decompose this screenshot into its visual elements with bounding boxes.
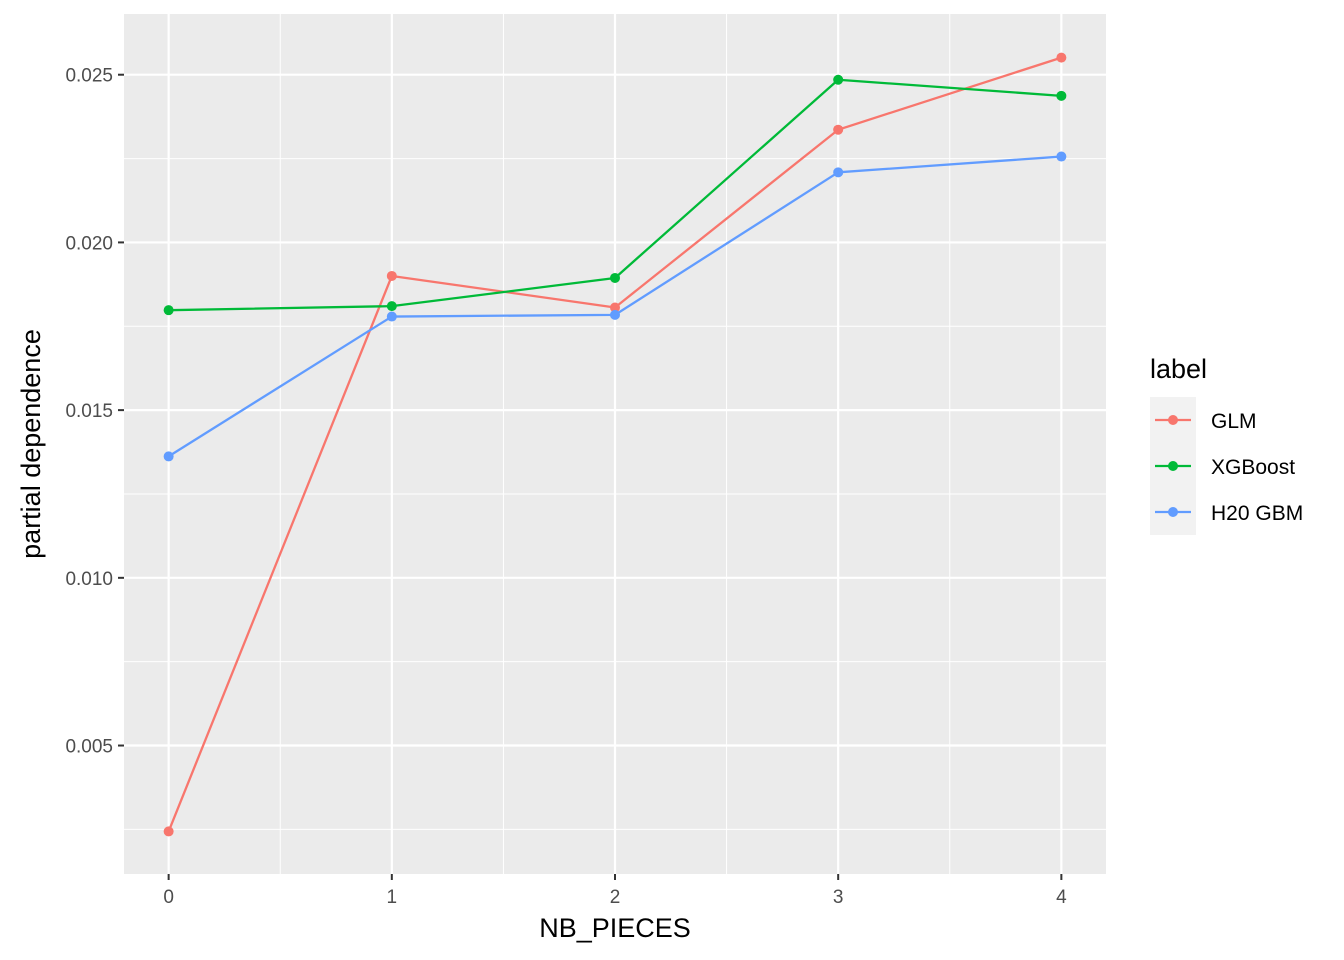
legend-label: XGBoost <box>1211 456 1295 479</box>
x-tick-label: 0 <box>163 887 174 908</box>
y-tick-label: 0.015 <box>65 401 113 422</box>
data-point-glm <box>163 826 174 837</box>
x-tick-label: 1 <box>387 887 398 908</box>
data-point-xgboost <box>386 301 397 312</box>
series-h20-gbm <box>163 151 1067 462</box>
y-axis: 0.005 0.010 0.015 0.020 0.025 <box>65 66 124 758</box>
x-tick-label: 4 <box>1056 887 1067 908</box>
x-tick-label: 2 <box>610 887 621 908</box>
x-tick-label: 3 <box>833 887 844 908</box>
data-point-h20-gbm <box>610 309 620 320</box>
data-point-h20-gbm <box>1056 151 1067 162</box>
legend-key-point <box>1168 507 1178 517</box>
major-gridlines <box>124 14 1106 874</box>
series-xgboost <box>163 74 1067 316</box>
data-point-glm <box>610 302 620 313</box>
x-axis-title: NB_PIECES <box>539 913 691 943</box>
y-tick-label: 0.025 <box>65 66 113 87</box>
legend: label GLM XGBoost H20 GBM <box>1150 354 1303 535</box>
data-point-glm <box>833 124 844 135</box>
legend-label: H20 GBM <box>1211 502 1303 525</box>
legend-key-point <box>1168 461 1178 471</box>
data-point-h20-gbm <box>163 451 174 462</box>
data-point-h20-gbm <box>386 311 397 322</box>
legend-label: GLM <box>1211 410 1257 433</box>
y-tick-label: 0.010 <box>65 569 113 590</box>
x-axis: 0 1 2 3 4 <box>163 874 1067 908</box>
data-point-h20-gbm <box>833 167 844 178</box>
data-point-glm <box>1056 52 1067 63</box>
series-glm <box>163 52 1067 837</box>
legend-title: label <box>1150 354 1207 384</box>
legend-key-point <box>1168 415 1178 425</box>
data-point-xgboost <box>610 272 620 283</box>
legend-item-glm: GLM <box>1150 397 1257 443</box>
legend-item-xgboost: XGBoost <box>1150 443 1295 489</box>
data-point-xgboost <box>833 74 844 85</box>
data-point-xgboost <box>163 305 174 316</box>
series-layer <box>163 52 1067 837</box>
y-axis-title: partial dependence <box>16 329 46 559</box>
data-point-xgboost <box>1056 90 1067 101</box>
y-tick-label: 0.020 <box>65 233 113 254</box>
data-point-glm <box>386 270 397 281</box>
legend-item-h20-gbm: H20 GBM <box>1150 489 1303 535</box>
y-tick-label: 0.005 <box>65 737 113 758</box>
